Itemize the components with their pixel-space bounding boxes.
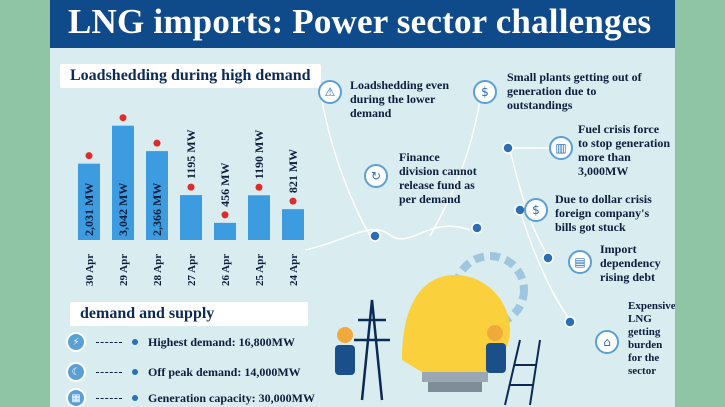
challenge-text: Finance division cannot release fund as … — [399, 150, 477, 206]
light-bulb-base — [428, 382, 482, 392]
network-node — [502, 142, 514, 154]
stat-row-highest-demand: ⚡ Highest demand: 16,800MW — [66, 332, 295, 352]
stat-text: Off peak demand: 14,000MW — [148, 364, 301, 379]
ladder-icon — [504, 339, 541, 406]
worker-body — [335, 345, 355, 375]
bar-30-apr — [78, 163, 100, 240]
stat-text: Generation capacity: 30,000MW — [148, 390, 315, 405]
bar-value-label: 1195 MW — [184, 129, 198, 179]
network-line — [304, 225, 471, 251]
finance-icon: ↻ — [364, 164, 388, 188]
stat-divider — [96, 371, 122, 373]
x-tick-label: 26 Apr — [220, 254, 232, 286]
dollar-icon: $ — [524, 198, 548, 222]
bar-value-label: 2,366 MW — [150, 183, 164, 236]
stat-divider — [96, 341, 122, 343]
challenge-text: Small plants getting out of generation d… — [507, 70, 642, 112]
pylon-icon — [354, 299, 390, 401]
fuel-icon: ▥ — [549, 136, 573, 160]
challenge-text: Fuel crisis force to stop generation mor… — [578, 122, 670, 178]
bar-marker — [255, 183, 263, 191]
stat-divider — [96, 397, 122, 399]
network-node — [564, 316, 576, 328]
bar-marker — [289, 197, 297, 205]
lng-icon: ⌂ — [595, 330, 619, 354]
worker-head — [337, 327, 353, 343]
bar-value-label: 3,042 MW — [116, 183, 130, 236]
light-bulb-base — [422, 372, 488, 382]
network-node — [542, 252, 554, 264]
loadshedding-bar-chart: 2,031 MW 30 Apr 3,042 MW 29 Apr 2,366 MW 28 A… — [78, 114, 304, 286]
infographic-panel: LNG imports: Power sector challenges — [50, 0, 675, 407]
x-tick-label: 29 Apr — [118, 254, 130, 286]
x-tick-label: 25 Apr — [254, 254, 266, 286]
left-background-strip — [0, 0, 50, 407]
stat-bullet — [132, 395, 138, 401]
demand-supply-heading: demand and supply — [70, 302, 308, 326]
money-bag-icon: $ — [473, 80, 497, 104]
debt-icon: ▤ — [568, 250, 592, 274]
x-tick-label: 28 Apr — [152, 254, 164, 286]
bar-value-label: 2,031 MW — [82, 183, 96, 236]
bar-marker — [153, 139, 161, 147]
bar-value-label: 1190 MW — [252, 130, 266, 180]
plug-icon: ⚡ — [66, 332, 86, 352]
bar-value-label: 821 MW — [286, 149, 300, 193]
challenge-text: Import dependency rising debt — [600, 242, 661, 284]
light-bulb-icon — [402, 275, 510, 372]
bar-29-apr — [112, 125, 134, 240]
bar-marker — [187, 183, 195, 191]
network-illustration — [304, 89, 576, 406]
bar-24-apr — [282, 209, 304, 240]
challenge-text: Due to dollar crisis foreign company's b… — [555, 192, 652, 234]
bar-28-apr — [146, 151, 168, 240]
bar-marker — [119, 114, 127, 122]
stat-row-off-peak-demand: ☾ Off peak demand: 14,000MW — [66, 362, 301, 382]
network-line — [519, 209, 571, 321]
stat-bullet — [132, 369, 138, 375]
challenge-text: Expensive LNG getting burden for the sec… — [628, 300, 675, 377]
title-bar: LNG imports: Power sector challenges — [50, 0, 675, 48]
worker-body — [486, 343, 506, 373]
network-line — [319, 89, 371, 237]
stat-text: Highest demand: 16,800MW — [148, 334, 295, 349]
loadshedding-heading: Loadshedding during high demand — [60, 64, 321, 88]
bar-27-apr — [180, 195, 202, 240]
bar-25-apr — [248, 195, 270, 240]
bar-marker — [85, 152, 93, 160]
bar-marker — [221, 211, 229, 219]
moon-icon: ☾ — [66, 362, 86, 382]
stat-bullet — [132, 339, 138, 345]
page-title: LNG imports: Power sector challenges — [68, 2, 652, 41]
x-tick-label: 24 Apr — [288, 254, 300, 286]
network-line — [429, 99, 481, 237]
right-background-strip — [675, 0, 725, 407]
factory-icon: ▦ — [66, 388, 86, 407]
x-tick-label: 27 Apr — [186, 254, 198, 286]
network-node — [471, 222, 483, 234]
stat-row-generation-capacity: ▦ Generation capacity: 30,000MW — [66, 388, 315, 407]
network-node — [369, 230, 381, 242]
bar-value-label: 456 MW — [218, 163, 232, 207]
warning-icon: ⚠ — [318, 80, 342, 104]
challenge-text: Loadshedding even during the lower deman… — [350, 78, 450, 120]
worker-head — [487, 325, 503, 341]
bar-26-apr — [214, 222, 236, 240]
x-tick-label: 30 Apr — [84, 254, 96, 286]
